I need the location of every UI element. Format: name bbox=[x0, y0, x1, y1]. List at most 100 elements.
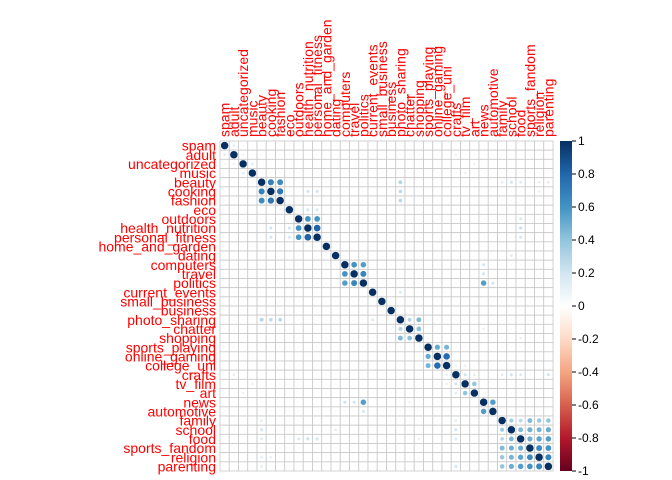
correlation-circle bbox=[390, 190, 393, 193]
correlation-circle bbox=[510, 346, 513, 349]
correlation-circle bbox=[362, 337, 365, 340]
correlation-circle bbox=[232, 428, 235, 431]
correlation-circle bbox=[288, 282, 291, 285]
correlation-circle bbox=[242, 419, 245, 422]
correlation-circle bbox=[315, 436, 320, 441]
correlation-circle bbox=[303, 223, 313, 233]
correlation-circle bbox=[407, 400, 412, 404]
row-label: crafts bbox=[182, 367, 216, 383]
correlation-circle bbox=[342, 400, 347, 405]
correlation-circle bbox=[482, 382, 485, 385]
correlation-circle bbox=[288, 172, 291, 175]
correlation-circle bbox=[538, 254, 541, 257]
correlation-circle bbox=[547, 172, 550, 175]
correlation-circle bbox=[519, 162, 522, 165]
correlation-circle bbox=[510, 236, 513, 239]
column-label: sports_playing bbox=[420, 47, 436, 137]
correlation-circle bbox=[359, 270, 367, 278]
correlation-circle bbox=[482, 162, 485, 165]
correlation-circle bbox=[223, 291, 226, 294]
column-label: food bbox=[513, 110, 529, 137]
correlation-circle bbox=[408, 355, 411, 358]
correlation-circle bbox=[306, 199, 309, 202]
correlation-circle bbox=[353, 327, 356, 330]
correlation-circle bbox=[316, 419, 319, 422]
correlation-circle bbox=[297, 263, 300, 266]
correlation-circle bbox=[371, 327, 374, 330]
correlation-circle bbox=[491, 337, 494, 340]
correlation-circle bbox=[297, 419, 300, 422]
correlation-circle bbox=[371, 217, 374, 220]
correlation-circle bbox=[297, 282, 300, 285]
correlation-circle bbox=[288, 401, 291, 404]
correlation-circle bbox=[390, 236, 393, 239]
correlation-circle bbox=[242, 245, 245, 248]
correlation-circle bbox=[482, 208, 485, 211]
correlation-circle bbox=[490, 281, 495, 286]
correlation-circle bbox=[464, 282, 467, 285]
correlation-circle bbox=[279, 428, 282, 431]
correlation-circle bbox=[340, 260, 350, 269]
correlation-circle bbox=[417, 309, 420, 312]
correlation-circle bbox=[390, 263, 393, 266]
colorbar bbox=[560, 141, 572, 471]
correlation-circle bbox=[528, 282, 531, 285]
correlation-circle bbox=[528, 263, 531, 266]
correlation-circle bbox=[325, 401, 328, 404]
column-label: current_events bbox=[365, 44, 381, 137]
correlation-circle bbox=[325, 382, 328, 385]
correlation-circle bbox=[408, 428, 411, 431]
column-label: music bbox=[244, 100, 260, 137]
correlation-circle bbox=[343, 355, 346, 358]
correlation-circle bbox=[445, 337, 448, 340]
correlation-circle bbox=[223, 272, 226, 275]
correlation-circle bbox=[269, 455, 273, 459]
correlation-circle bbox=[223, 364, 226, 367]
correlation-circle bbox=[547, 162, 550, 165]
correlation-circle bbox=[316, 309, 319, 312]
correlation-circle bbox=[316, 144, 319, 147]
correlation-circle bbox=[380, 254, 383, 257]
correlation-circle bbox=[445, 208, 448, 211]
correlation-circle bbox=[489, 399, 497, 406]
correlation-circle bbox=[279, 364, 282, 367]
colorbar-tick-label: -1 bbox=[578, 464, 589, 478]
correlation-circle bbox=[464, 300, 467, 303]
correlation-circle bbox=[251, 447, 254, 450]
correlation-circle bbox=[482, 291, 485, 294]
correlation-circle bbox=[288, 447, 291, 450]
correlation-circle bbox=[260, 245, 263, 248]
row-label: chatter bbox=[173, 321, 216, 337]
correlation-circle bbox=[343, 162, 346, 165]
correlation-circle bbox=[473, 309, 476, 312]
correlation-circle bbox=[454, 401, 457, 404]
correlation-circle bbox=[451, 370, 461, 379]
correlation-circle bbox=[473, 300, 476, 303]
correlation-circle bbox=[352, 400, 357, 405]
correlation-circle bbox=[427, 291, 430, 294]
correlation-circle bbox=[242, 382, 245, 385]
correlation-circle bbox=[343, 190, 346, 193]
correlation-circle bbox=[260, 346, 263, 349]
correlation-circle bbox=[223, 282, 226, 285]
correlation-circle bbox=[312, 233, 322, 242]
correlation-circle bbox=[325, 392, 328, 395]
correlation-circle bbox=[275, 196, 285, 205]
correlation-circle bbox=[464, 437, 467, 440]
correlation-circle bbox=[482, 199, 485, 202]
correlation-circle bbox=[353, 300, 356, 303]
correlation-circle bbox=[390, 199, 393, 202]
correlation-circle bbox=[288, 428, 291, 431]
correlation-circle bbox=[288, 346, 291, 349]
correlation-circle bbox=[528, 199, 531, 202]
colorbar-tick-label: 0.8 bbox=[578, 167, 595, 181]
correlation-circle bbox=[232, 392, 235, 395]
correlation-circle bbox=[232, 465, 235, 468]
correlation-circle bbox=[427, 181, 430, 184]
correlation-circle bbox=[260, 282, 263, 285]
correlation-circle bbox=[380, 456, 383, 459]
correlation-circle bbox=[269, 346, 272, 349]
correlation-circle bbox=[427, 263, 430, 266]
correlation-circle bbox=[380, 272, 383, 275]
